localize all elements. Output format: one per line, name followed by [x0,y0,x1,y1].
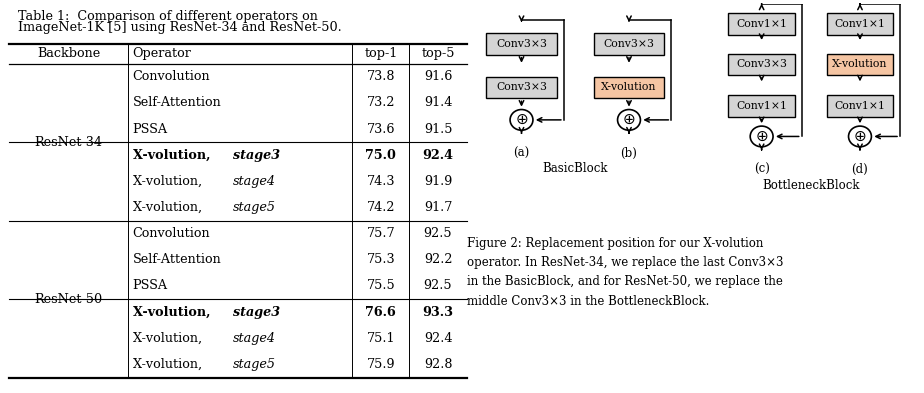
Text: Conv3×3: Conv3×3 [736,59,787,70]
Text: stage5: stage5 [234,201,276,214]
Text: X-volution: X-volution [833,59,888,70]
Text: Self-Attention: Self-Attention [133,253,222,266]
Text: operator. In ResNet-34, we replace the last Conv3×3: operator. In ResNet-34, we replace the l… [467,256,784,269]
Text: Conv3×3: Conv3×3 [496,83,547,92]
Text: 91.9: 91.9 [424,175,452,188]
Text: X-volution,: X-volution, [133,149,214,162]
Text: 91.6: 91.6 [424,70,452,83]
Text: (a): (a) [514,147,529,160]
Bar [827,13,894,35]
Bar [593,77,664,98]
Text: stage5: stage5 [234,358,276,371]
Text: ⊕: ⊕ [516,112,528,127]
Text: Operator: Operator [133,48,191,61]
Text: 92.5: 92.5 [424,279,453,292]
Text: Conv3×3: Conv3×3 [603,39,654,49]
Text: 92.8: 92.8 [424,358,452,371]
Text: ResNet-50: ResNet-50 [34,292,103,305]
Bar [486,77,557,98]
Text: Conv1×1: Conv1×1 [736,101,787,111]
Circle shape [848,126,871,147]
Text: stage4: stage4 [234,332,276,345]
Text: PSSA: PSSA [133,279,168,292]
Text: top-1: top-1 [364,48,397,61]
Text: 73.6: 73.6 [367,123,395,136]
Text: Conv1×1: Conv1×1 [834,19,885,29]
Text: 75.7: 75.7 [367,227,395,240]
Text: 73.8: 73.8 [367,70,395,83]
Text: 75.9: 75.9 [367,358,395,371]
Text: 91.5: 91.5 [424,123,452,136]
Text: 91.4: 91.4 [424,96,452,109]
Text: Self-Attention: Self-Attention [133,96,222,109]
Text: 92.4: 92.4 [422,149,454,162]
Text: Conv1×1: Conv1×1 [834,101,885,111]
Text: 75.3: 75.3 [367,253,395,266]
Text: (b): (b) [621,147,638,160]
Circle shape [510,110,533,130]
Text: 92.5: 92.5 [424,227,453,240]
Text: PSSA: PSSA [133,123,168,136]
Text: Conv3×3: Conv3×3 [496,39,547,49]
Bar [728,95,795,117]
Text: in the BasicBlock, and for ResNet-50, we replace the: in the BasicBlock, and for ResNet-50, we… [467,275,783,288]
Text: 75.1: 75.1 [367,332,395,345]
Text: 92.4: 92.4 [424,332,452,345]
Text: 75.0: 75.0 [365,149,396,162]
Text: 76.6: 76.6 [366,306,396,319]
Bar [593,33,664,55]
Text: X-volution,: X-volution, [133,201,206,214]
Text: 93.3: 93.3 [422,306,454,319]
Text: middle Conv3×3 in the BottleneckBlock.: middle Conv3×3 in the BottleneckBlock. [467,295,709,308]
Text: stage4: stage4 [234,175,276,188]
Text: ⊕: ⊕ [623,112,636,127]
Text: stage3: stage3 [234,149,281,162]
Text: Conv1×1: Conv1×1 [736,19,787,29]
Text: Figure 2: Replacement position for our X-volution: Figure 2: Replacement position for our X… [467,237,763,250]
Text: (c): (c) [754,163,770,176]
Bar [728,53,795,75]
Bar [827,95,894,117]
Bar [728,13,795,35]
Text: Convolution: Convolution [133,227,211,240]
Text: 91.7: 91.7 [424,201,452,214]
Text: 74.3: 74.3 [367,175,395,188]
Text: X-volution,: X-volution, [133,175,206,188]
Text: X-volution,: X-volution, [133,358,206,371]
Text: ImageNet-1K [5] using ResNet-34 and ResNet-50.: ImageNet-1K [5] using ResNet-34 and ResN… [18,21,342,34]
Text: 75.5: 75.5 [367,279,395,292]
Bar [827,53,894,75]
Text: 73.2: 73.2 [367,96,395,109]
Text: Table 1:  Comparison of different operators on: Table 1: Comparison of different operato… [18,10,318,23]
Text: ⊕: ⊕ [854,129,867,144]
Text: Backbone: Backbone [37,48,101,61]
Text: ⊕: ⊕ [755,129,768,144]
Text: ResNet-34: ResNet-34 [35,136,103,149]
Text: 74.2: 74.2 [367,201,395,214]
Text: X-volution: X-volution [602,83,657,92]
Text: X-volution,: X-volution, [133,332,206,345]
Text: X-volution,: X-volution, [133,306,214,319]
Circle shape [617,110,640,130]
Text: 92.2: 92.2 [424,253,452,266]
Text: stage3: stage3 [234,306,281,319]
Text: (d): (d) [852,163,869,176]
Text: top-5: top-5 [421,48,455,61]
Bar [486,33,557,55]
Text: BottleneckBlock: BottleneckBlock [762,179,859,192]
Circle shape [750,126,773,147]
Text: BasicBlock: BasicBlock [542,162,608,175]
Text: Convolution: Convolution [133,70,211,83]
